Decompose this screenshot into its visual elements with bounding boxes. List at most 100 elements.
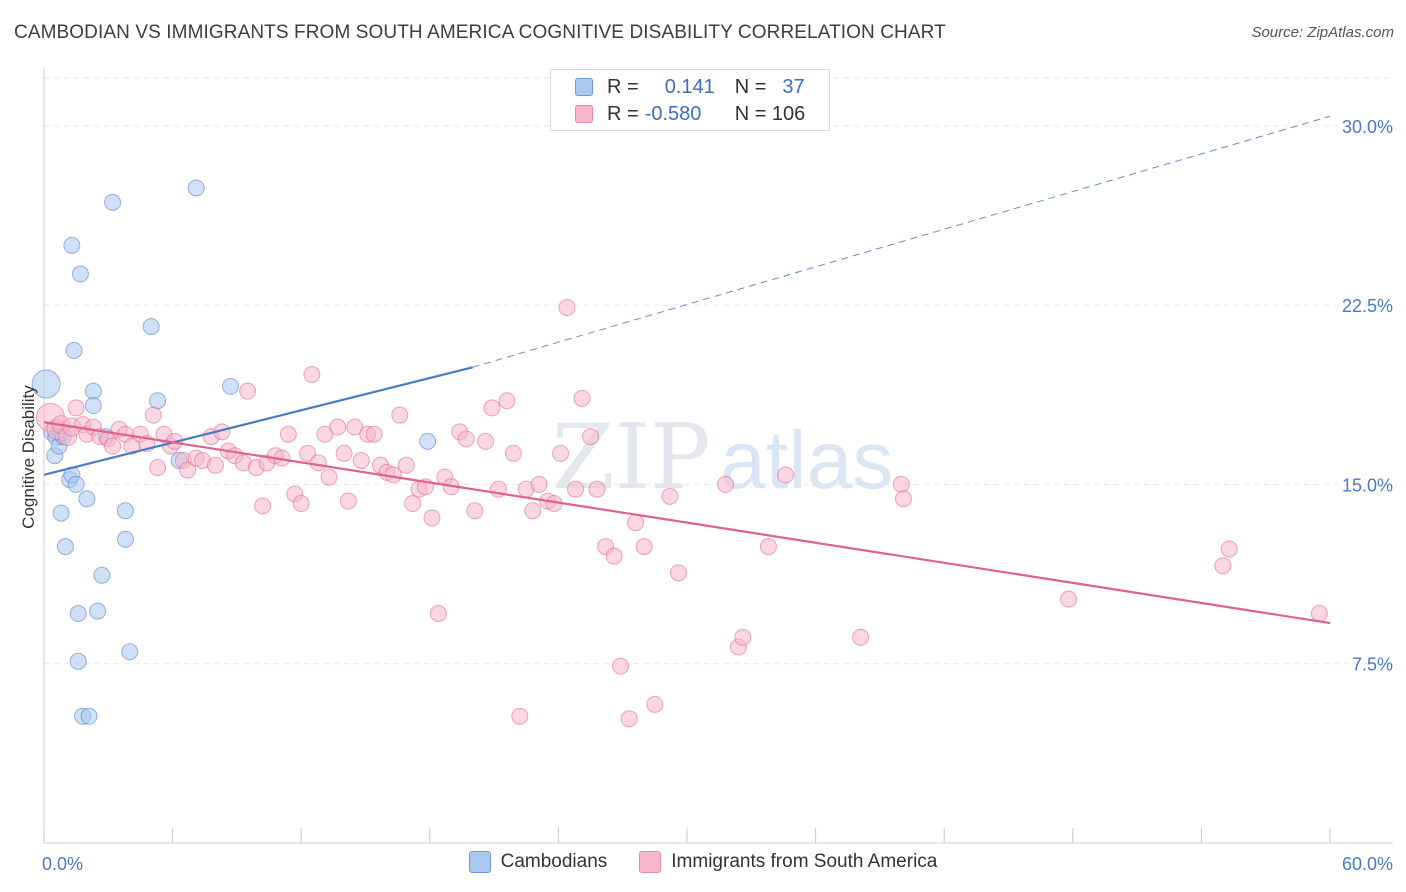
legend-item-cambodians: Cambodians	[468, 851, 608, 873]
south-america-point	[605, 547, 623, 565]
cambodian-point	[67, 475, 85, 493]
chart-title: CAMBODIAN VS IMMIGRANTS FROM SOUTH AMERI…	[14, 22, 946, 43]
south-america-point	[316, 425, 334, 443]
south-america-point	[635, 538, 653, 556]
cambodian-point	[121, 643, 139, 661]
south-america-point	[309, 454, 327, 472]
cambodian-trend-line	[43, 366, 473, 476]
legend-row-south-america: R = -0.580 N = 106	[575, 101, 805, 127]
source-label: Source: ZipAtlas.com	[1251, 24, 1394, 41]
south-america-point	[404, 495, 422, 513]
south-america-point	[567, 480, 585, 498]
legend-label-south-america: Immigrants from South America	[671, 851, 938, 872]
legend-swatch-blue	[575, 78, 593, 96]
south-america-point	[777, 466, 795, 484]
south-america-point	[646, 695, 664, 713]
south-america-point	[292, 495, 310, 513]
y-tick-label: 30.0%	[1342, 117, 1393, 137]
south-america-point	[299, 444, 317, 462]
legend-r-label: R =	[607, 102, 639, 125]
trend-lines	[43, 115, 1331, 625]
cambodian-point	[52, 504, 70, 522]
cambodian-point	[65, 342, 83, 360]
cambodian-point	[93, 566, 111, 584]
south-america-point	[279, 425, 297, 443]
south-america-point	[397, 456, 415, 474]
south-america-point	[524, 502, 542, 520]
south-america-point	[466, 502, 484, 520]
south-america-point	[477, 432, 495, 450]
south-america-point	[303, 365, 321, 383]
south-america-point	[423, 509, 441, 527]
cambodian-point	[149, 392, 167, 410]
south-america-trend-line	[43, 421, 1331, 625]
south-america-point	[588, 480, 606, 498]
cambodian-point	[116, 502, 134, 520]
south-america-point	[661, 487, 679, 505]
south-america-point	[239, 382, 257, 400]
south-america-point	[365, 425, 383, 443]
south-america-point	[573, 389, 591, 407]
grid-lines	[44, 77, 1393, 665]
y-tick-labels: 7.5% 15.0% 22.5% 30.0%	[1342, 117, 1393, 675]
cambodian-point	[142, 318, 160, 336]
watermark: ZIP atlas	[552, 405, 893, 510]
legend-swatch-blue	[468, 851, 491, 873]
south-america-point	[552, 444, 570, 462]
cambodian-point	[104, 193, 122, 211]
south-america-point	[558, 299, 576, 316]
south-america-point	[892, 475, 910, 493]
south-america-point	[620, 710, 638, 728]
correlation-legend: R = 0.141 N = 37 R = -0.580 N = 106	[550, 69, 830, 131]
legend-r-value: -0.580	[644, 102, 702, 125]
legend-r-label: R =	[607, 75, 639, 98]
data-points	[31, 179, 1328, 728]
legend-label-cambodians: Cambodians	[500, 851, 608, 872]
south-america-point	[504, 444, 522, 462]
south-america-point	[179, 461, 197, 479]
south-america-point	[149, 459, 167, 477]
axes	[43, 68, 1393, 844]
south-america-point	[1310, 605, 1328, 622]
cambodian-point	[84, 397, 102, 415]
south-america-point	[254, 497, 272, 515]
cambodian-point	[63, 236, 81, 254]
cambodian-point	[116, 530, 134, 548]
legend-item-south-america: Immigrants from South America	[639, 851, 937, 873]
cambodian-point	[89, 602, 107, 620]
south-america-point	[759, 538, 777, 556]
cambodian-point	[221, 377, 239, 395]
south-america-point	[717, 475, 735, 493]
south-america-point	[498, 392, 516, 410]
south-america-point	[206, 456, 224, 474]
cambodian-point	[71, 265, 89, 283]
south-america-point	[582, 428, 600, 446]
south-america-point	[67, 399, 85, 417]
south-america-point	[627, 514, 645, 532]
legend-n-value: 37	[782, 75, 805, 98]
x-tick-min: 0.0%	[42, 854, 83, 874]
south-america-point	[457, 430, 475, 448]
legend-r-value: 0.141	[664, 75, 715, 98]
y-tick-label: 15.0%	[1342, 475, 1393, 495]
legend-swatch-pink	[639, 851, 662, 873]
south-america-point	[1214, 557, 1232, 575]
south-america-point	[352, 452, 370, 469]
cambodian-point	[78, 490, 96, 508]
south-america-point	[1060, 590, 1078, 608]
cambodian-point	[80, 707, 98, 725]
south-america-point	[612, 657, 630, 675]
south-america-point	[894, 490, 912, 508]
south-america-point	[669, 564, 687, 582]
south-america-point	[320, 468, 338, 486]
south-america-point	[335, 444, 353, 462]
cambodian-point	[419, 432, 437, 450]
cambodian-point	[84, 382, 102, 400]
cambodian-point	[187, 179, 205, 197]
south-america-point	[852, 628, 870, 646]
watermark-atlas: atlas	[720, 415, 893, 506]
legend-swatch-pink	[575, 105, 593, 123]
south-america-point	[429, 605, 447, 622]
legend-n-label: N =	[734, 75, 767, 98]
